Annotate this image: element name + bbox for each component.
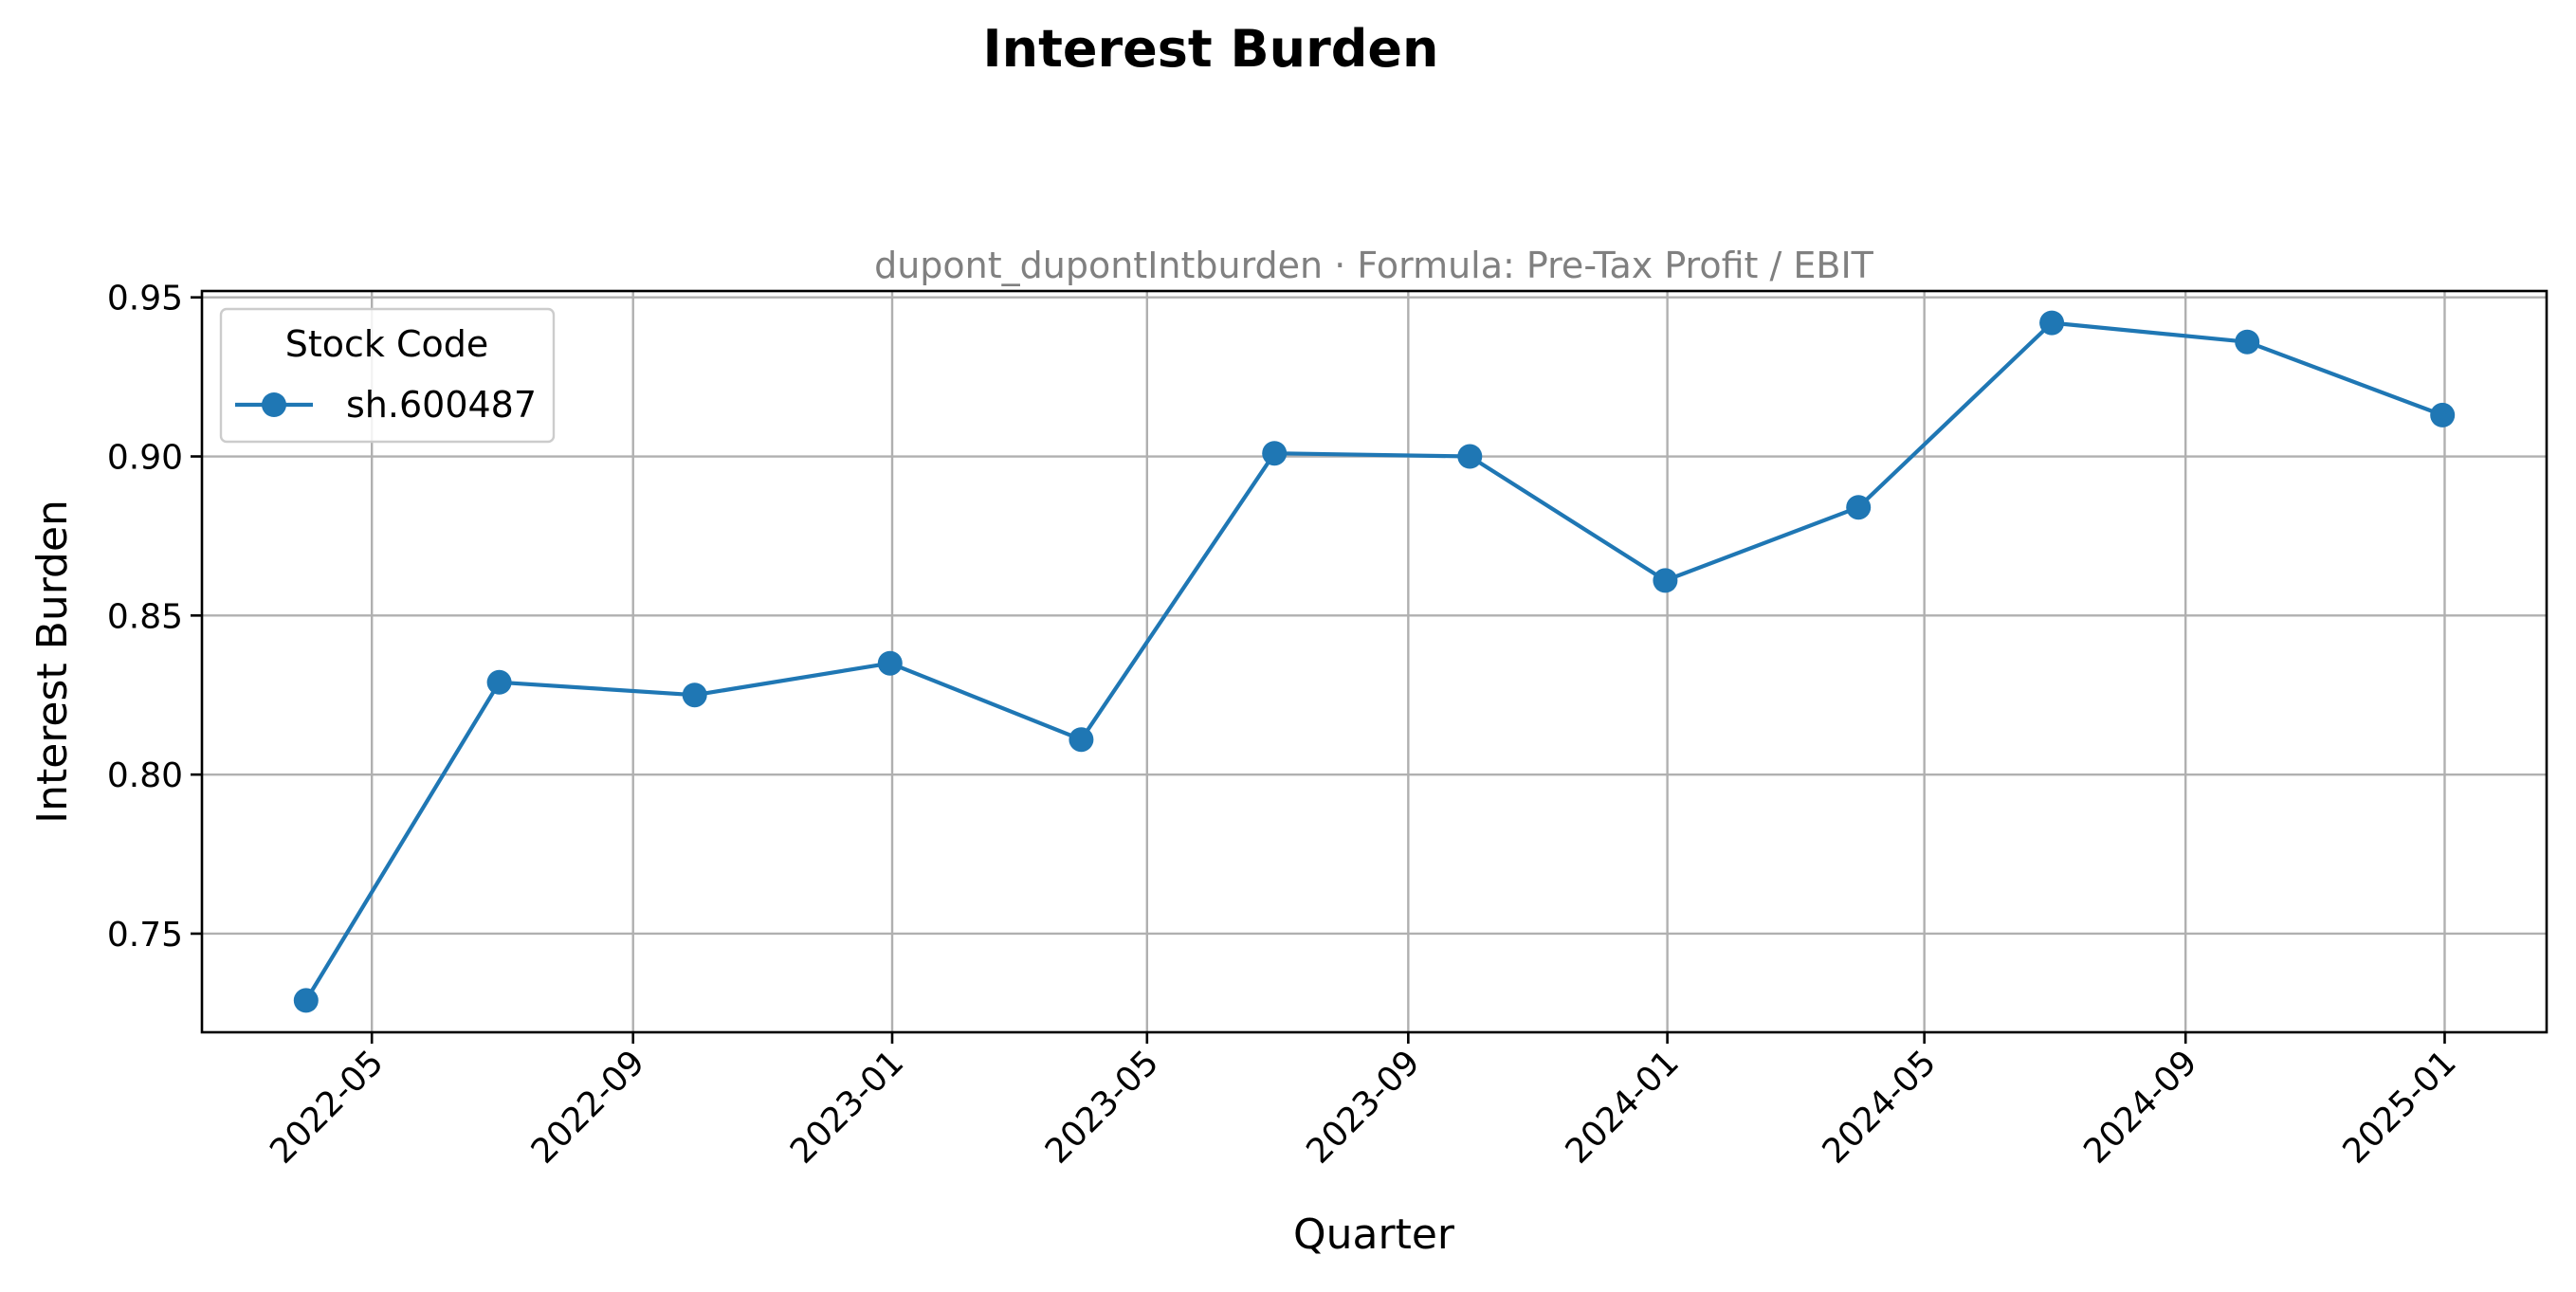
legend-entry-label: sh.600487	[346, 384, 537, 426]
data-point	[293, 988, 319, 1013]
x-tick-label: 2023-01	[783, 1043, 911, 1171]
y-axis-label: Interest Burden	[28, 500, 77, 824]
series-line	[304, 320, 2443, 1002]
series-layer	[293, 310, 2456, 1013]
x-tick-label: 2024-01	[1559, 1043, 1687, 1171]
y-tick-label: 0.95	[107, 280, 183, 318]
data-point	[2039, 310, 2065, 336]
y-tick-label: 0.80	[107, 756, 183, 795]
data-point	[486, 669, 512, 695]
data-point	[1846, 495, 1872, 520]
x-tick-label: 2023-09	[1299, 1043, 1427, 1171]
plot-area	[200, 289, 2549, 1034]
legend-title: Stock Code	[285, 323, 489, 365]
data-point	[1457, 444, 1483, 469]
data-point	[1653, 568, 1678, 593]
data-point	[2235, 329, 2260, 355]
data-point	[1262, 441, 1288, 466]
data-point	[682, 682, 707, 708]
legend-marker-swatch	[262, 392, 286, 417]
data-point	[1069, 727, 1094, 753]
legend: Stock Code sh.600487	[219, 307, 556, 444]
y-tick-label: 0.90	[107, 439, 183, 478]
data-point	[2430, 402, 2456, 428]
y-tick-label: 0.85	[107, 597, 183, 636]
y-tick-label: 0.75	[107, 916, 183, 955]
x-tick-label: 2022-05	[263, 1043, 391, 1171]
x-tick-label: 2022-09	[524, 1043, 652, 1171]
x-tick-label: 2024-09	[2076, 1043, 2204, 1171]
x-axis-label: Quarter	[1293, 1210, 1455, 1259]
chart-subtitle: dupont_dupontIntburden · Formula: Pre-Ta…	[874, 245, 1874, 286]
x-tick-label: 2023-05	[1038, 1043, 1166, 1171]
chart-title: Interest Burden	[983, 19, 1439, 79]
x-tick-label: 2025-01	[2335, 1043, 2463, 1171]
x-tick-label: 2024-05	[1816, 1043, 1944, 1171]
legend-box	[219, 307, 556, 444]
data-point	[877, 650, 903, 676]
